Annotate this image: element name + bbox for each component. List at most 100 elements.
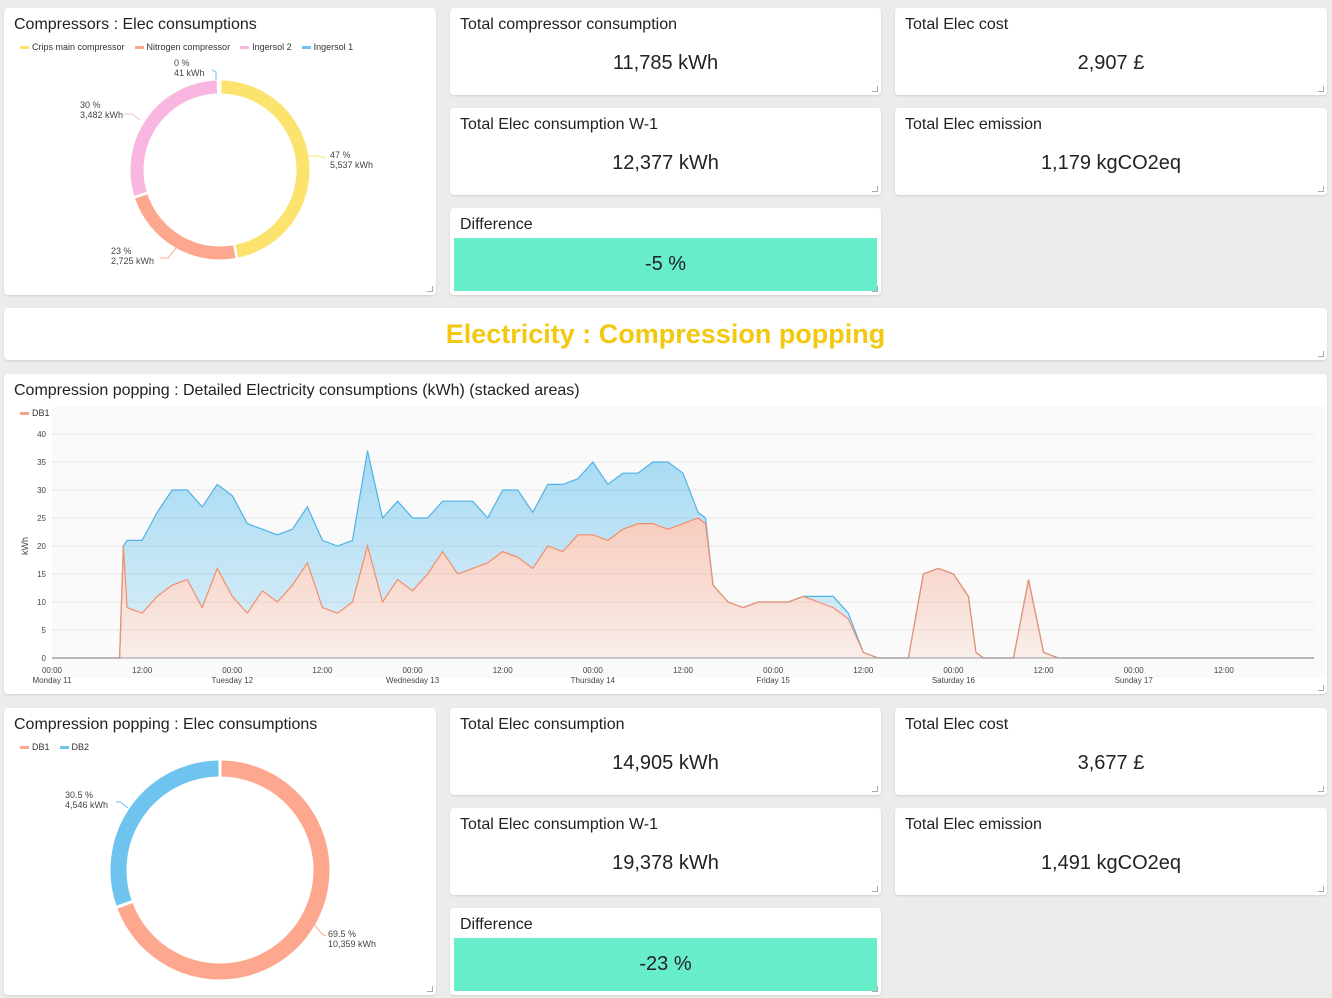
slice-percent-label: 0 % bbox=[174, 58, 190, 68]
total-emission-panel-bottom: Total Elec emission 1,491 kgCO2eq bbox=[895, 808, 1327, 895]
panel-title: Total compressor consumption bbox=[460, 16, 677, 33]
compressors-donut-chart: 47 %5,537 kWh 23 %2,725 kWh 30 %3,482 kWh 0… bbox=[80, 58, 373, 266]
panel-title: Total Elec consumption W-1 bbox=[460, 816, 659, 833]
resize-handle[interactable] bbox=[1318, 351, 1324, 357]
panel-title: Total Elec consumption W-1 bbox=[460, 116, 659, 133]
compressors-pie-panel: Compressors : Elec consumptions Crips ma… bbox=[4, 8, 436, 295]
x-tick-time-label: 12:00 bbox=[493, 666, 514, 675]
legend-item[interactable]: Ingersol 2 bbox=[240, 42, 292, 52]
resize-handle[interactable] bbox=[872, 886, 878, 892]
stat-value: 3,677 £ bbox=[1077, 752, 1145, 774]
y-tick-label: 20 bbox=[37, 542, 46, 551]
panel-title: Compression popping : Elec consumptions bbox=[14, 716, 318, 733]
y-tick-label: 0 bbox=[42, 654, 47, 663]
legend-item[interactable]: DB2 bbox=[59, 742, 89, 752]
legend-label: DB1 bbox=[32, 408, 50, 418]
x-tick-time-label: 00:00 bbox=[583, 666, 604, 675]
total-elec-panel: Total Elec consumption 14,905 kWh bbox=[450, 708, 881, 795]
legend-label: DB1 bbox=[32, 742, 50, 752]
resize-handle[interactable] bbox=[1318, 186, 1324, 192]
slice-value-label: 10,359 kWh bbox=[328, 939, 376, 949]
total-emission-panel: Total Elec emission 1,179 kgCO2eq bbox=[895, 108, 1327, 195]
legend-swatch bbox=[20, 411, 29, 415]
y-tick-label: 40 bbox=[37, 430, 46, 439]
legend-label: Nitrogen compressor bbox=[146, 42, 231, 52]
resize-handle[interactable] bbox=[1318, 685, 1324, 691]
x-tick-time-label: 12:00 bbox=[673, 666, 694, 675]
slice-percent-label: 23 % bbox=[111, 246, 132, 256]
total-cost-panel-bottom: Total Elec cost 3,677 £ bbox=[895, 708, 1327, 795]
x-tick-date-label: Saturday 16 bbox=[932, 676, 976, 685]
pie-slice bbox=[116, 759, 331, 981]
y-tick-label: 10 bbox=[37, 598, 46, 607]
legend-item[interactable]: Nitrogen compressor bbox=[134, 42, 231, 52]
stat-value: 1,179 kgCO2eq bbox=[1040, 152, 1182, 174]
slice-value-label: 5,537 kWh bbox=[330, 160, 373, 170]
panel-title: Total Elec emission bbox=[905, 816, 1042, 833]
slice-percent-label: 30.5 % bbox=[65, 790, 93, 800]
x-tick-time-label: 12:00 bbox=[132, 666, 153, 675]
slice-value-label: 3,482 kWh bbox=[80, 110, 123, 120]
stat-value: 14,905 kWh bbox=[612, 752, 719, 774]
slice-value-label: 4,546 kWh bbox=[65, 800, 108, 810]
x-tick-time-label: 00:00 bbox=[763, 666, 784, 675]
x-tick-time-label: 00:00 bbox=[1124, 666, 1145, 675]
total-w1-panel-bottom: Total Elec consumption W-1 19,378 kWh bbox=[450, 808, 881, 895]
legend-swatch bbox=[301, 45, 311, 49]
resize-handle[interactable] bbox=[872, 786, 878, 792]
legend-item[interactable]: DB1 bbox=[20, 408, 50, 418]
panel-title: Difference bbox=[460, 916, 533, 933]
area-chart-panel: Compression popping : Detailed Electrici… bbox=[4, 374, 1327, 694]
resize-handle[interactable] bbox=[872, 286, 878, 292]
x-tick-date-label: Sunday 17 bbox=[1115, 676, 1154, 685]
panel-title: Compression popping : Detailed Electrici… bbox=[14, 382, 580, 399]
legend-label: Ingersol 1 bbox=[313, 42, 354, 52]
y-axis-label: kWh bbox=[20, 537, 30, 555]
legend-item[interactable]: DB1 bbox=[20, 742, 50, 752]
legend-swatch bbox=[134, 45, 144, 49]
resize-handle[interactable] bbox=[872, 86, 878, 92]
resize-handle[interactable] bbox=[872, 186, 878, 192]
x-tick-time-label: 12:00 bbox=[312, 666, 333, 675]
x-tick-time-label: 12:00 bbox=[1034, 666, 1055, 675]
stat-value: 12,377 kWh bbox=[612, 152, 719, 174]
difference-panel-bottom: Difference -23 % bbox=[450, 908, 881, 995]
panel-title: Compressors : Elec consumptions bbox=[14, 16, 257, 33]
y-tick-label: 30 bbox=[37, 486, 46, 495]
y-tick-label: 25 bbox=[37, 514, 46, 523]
x-tick-time-label: 12:00 bbox=[1214, 666, 1235, 675]
panel-title: Total Elec emission bbox=[905, 116, 1042, 133]
stat-value: 11,785 kWh bbox=[612, 52, 719, 74]
pie-slice bbox=[133, 193, 237, 261]
resize-handle[interactable] bbox=[1318, 86, 1324, 92]
total-compressor-panel: Total compressor consumption 11,785 kWh bbox=[450, 8, 881, 95]
section-banner: Electricity : Compression popping bbox=[4, 308, 1327, 360]
difference-panel: Difference -5 % bbox=[450, 208, 881, 295]
resize-handle[interactable] bbox=[1318, 786, 1324, 792]
resize-handle[interactable] bbox=[427, 286, 433, 292]
label-leader-line bbox=[160, 247, 177, 259]
label-leader-line bbox=[124, 113, 141, 121]
slice-percent-label: 47 % bbox=[330, 150, 351, 160]
legend-swatch bbox=[59, 745, 69, 749]
series-db1-area bbox=[52, 518, 1314, 658]
resize-handle[interactable] bbox=[1318, 886, 1324, 892]
panel-title: Total Elec cost bbox=[905, 716, 1009, 733]
label-leader-line bbox=[306, 155, 327, 159]
x-tick-time-label: 00:00 bbox=[222, 666, 243, 675]
y-tick-label: 35 bbox=[37, 458, 46, 467]
panel-title: Total Elec consumption bbox=[460, 716, 625, 733]
legend-item[interactable]: Ingersol 1 bbox=[301, 42, 354, 52]
pie-slice bbox=[129, 79, 219, 198]
x-tick-time-label: 00:00 bbox=[403, 666, 424, 675]
stat-value: 2,907 £ bbox=[1077, 52, 1145, 74]
resize-handle[interactable] bbox=[427, 986, 433, 992]
difference-value: -23 % bbox=[454, 938, 877, 991]
legend-item[interactable]: Crips main compressor bbox=[20, 42, 125, 52]
legend-swatch bbox=[20, 45, 29, 49]
x-tick-date-label: Friday 15 bbox=[756, 676, 790, 685]
popping-pie-panel: Compression popping : Elec consumptions … bbox=[4, 708, 436, 995]
resize-handle[interactable] bbox=[872, 986, 878, 992]
label-leader-line bbox=[116, 801, 129, 809]
